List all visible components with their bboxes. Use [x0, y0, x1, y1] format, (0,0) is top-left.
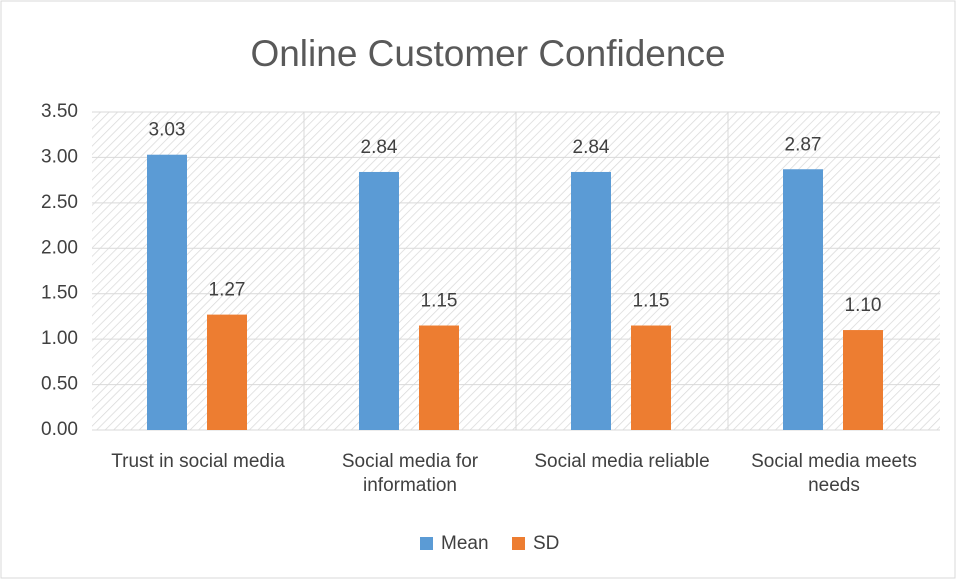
- y-tick-label: 1.50: [41, 283, 78, 304]
- bar: [207, 314, 247, 430]
- x-tick-label: Social media meets needs: [751, 451, 917, 496]
- legend-label: SD: [533, 533, 559, 554]
- bar: [843, 330, 883, 430]
- y-tick-label: 3.00: [41, 146, 78, 167]
- bar: [631, 325, 671, 430]
- data-label: 1.15: [421, 291, 458, 312]
- x-tick-label: Social media for information: [341, 451, 479, 496]
- legend-swatch: [420, 537, 433, 550]
- bar: [359, 171, 399, 431]
- data-label: 1.10: [845, 295, 882, 316]
- chart-title: Online Customer Confidence: [250, 33, 725, 74]
- data-label: 2.84: [361, 137, 398, 158]
- y-tick-label: 3.50: [41, 101, 78, 122]
- data-label: 1.15: [633, 291, 670, 312]
- y-tick-label: 0.50: [41, 374, 78, 395]
- y-tick-label: 2.00: [41, 237, 78, 258]
- legend-label: Mean: [441, 533, 489, 554]
- data-label: 3.03: [149, 120, 186, 141]
- bar: [783, 169, 823, 431]
- data-label: 2.87: [785, 134, 822, 155]
- bar: [147, 154, 187, 430]
- y-tick-label: 1.00: [41, 328, 78, 349]
- data-label: 1.27: [209, 280, 246, 301]
- bar: [419, 325, 459, 430]
- x-tick-label: Social media reliable: [534, 451, 710, 472]
- y-tick-label: 2.50: [41, 192, 78, 213]
- data-label: 2.84: [573, 137, 610, 158]
- legend-swatch: [512, 537, 525, 550]
- y-tick-label: 0.00: [41, 419, 78, 440]
- x-tick-label: Trust in social media: [111, 451, 285, 472]
- bar: [571, 171, 611, 431]
